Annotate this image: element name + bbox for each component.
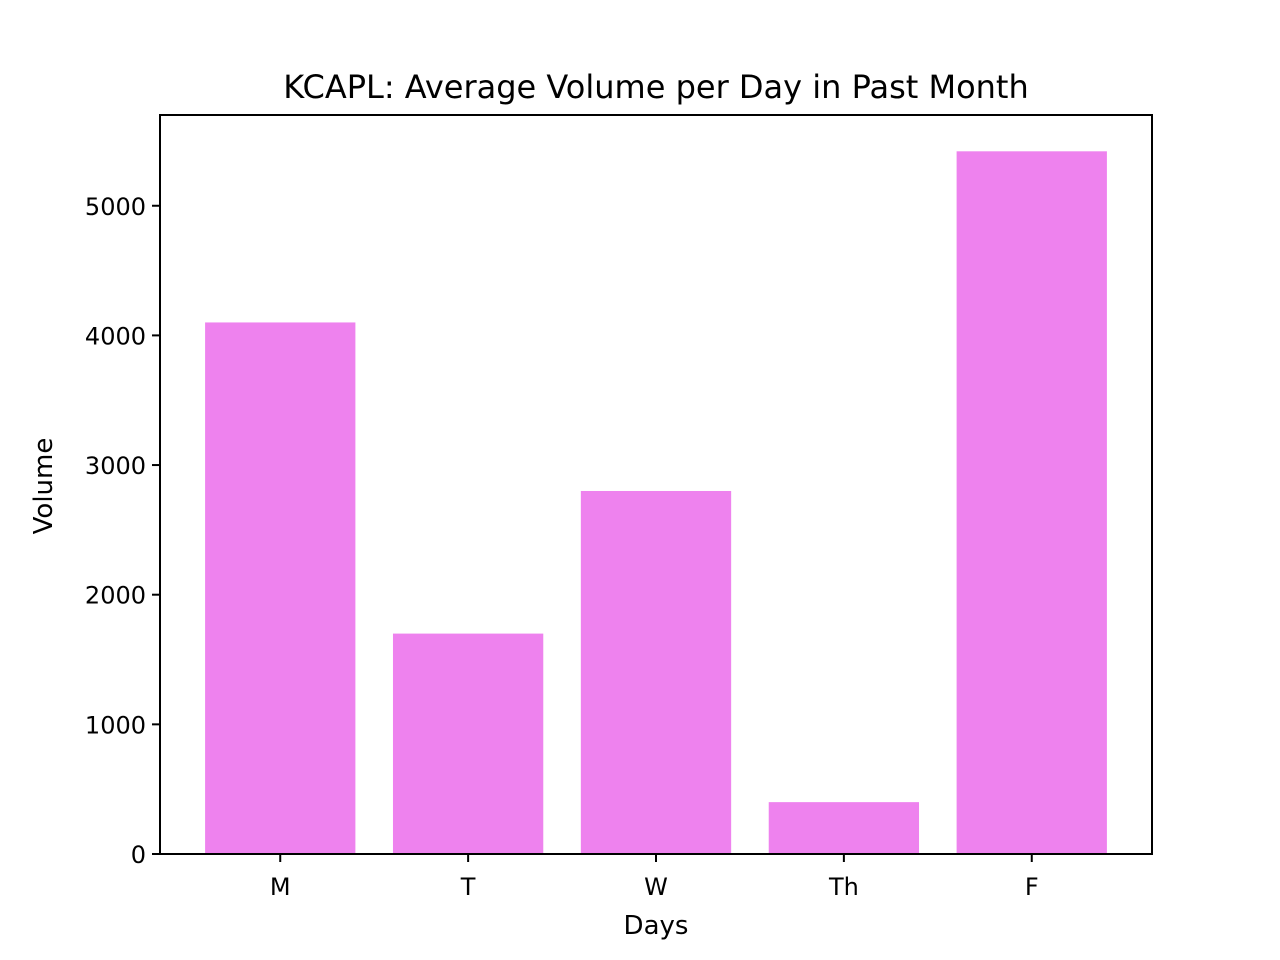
y-axis-ticks: 0 1000 2000 3000 4000 5000 (85, 193, 160, 869)
plot-area-frame (159, 114, 1153, 855)
x-tick-label: Th (828, 873, 859, 901)
y-axis-label: Volume (29, 438, 59, 535)
x-axis-ticks: M T W Th F (270, 854, 1039, 901)
y-tick-label: 2000 (85, 582, 146, 610)
x-tick-label: F (1025, 873, 1039, 901)
x-axis-label: Days (624, 911, 689, 941)
x-tick-label: M (270, 873, 291, 901)
bars-group (205, 151, 1107, 855)
y-tick-label: 0 (131, 841, 146, 869)
x-tick-label: T (460, 873, 476, 901)
bar-f (956, 151, 1107, 855)
y-tick-label: 3000 (85, 452, 146, 480)
x-tick-label: W (644, 873, 668, 901)
chart-title: KCAPL: Average Volume per Day in Past Mo… (283, 68, 1029, 106)
bar-m (205, 322, 356, 854)
y-tick-label: 4000 (85, 322, 146, 350)
y-tick-label: 1000 (85, 711, 146, 739)
bar-t (392, 633, 544, 854)
y-tick-label: 5000 (85, 193, 146, 221)
bar-w (580, 490, 732, 854)
bar-th (768, 802, 920, 854)
